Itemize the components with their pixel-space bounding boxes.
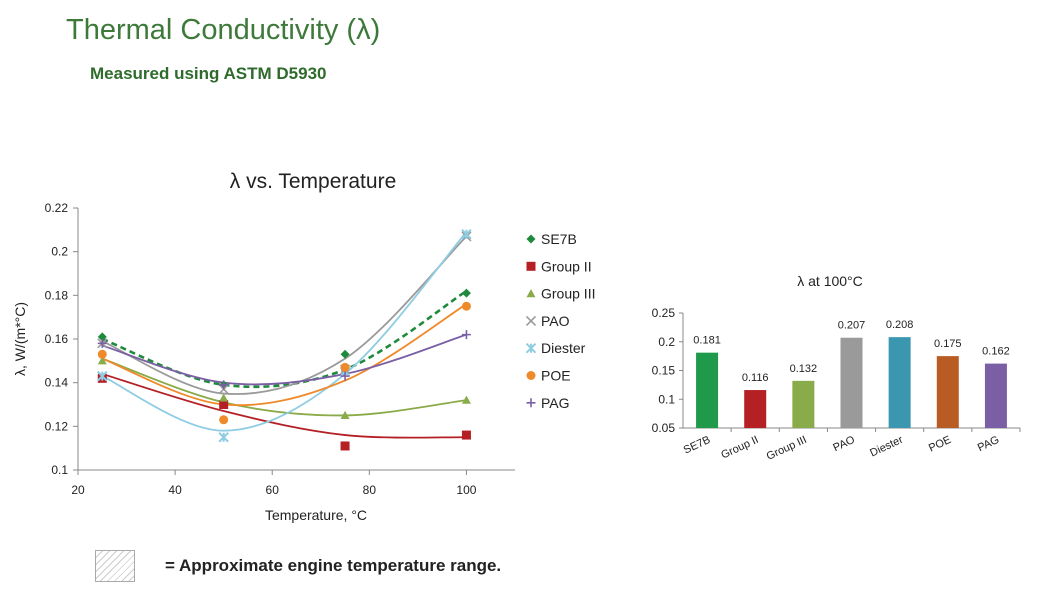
fit-line-diester [101, 231, 468, 432]
y-tick-label: 0.18 [45, 288, 69, 302]
point-group-iii [461, 395, 471, 404]
bar-value-label: 0.181 [693, 335, 721, 347]
fit-line-group-ii [102, 373, 467, 439]
bar-y-tick-label: 0.05 [652, 421, 676, 435]
legend-label-pag: PAG [541, 395, 570, 411]
legend-label-poe: POE [541, 368, 571, 384]
point-diester [218, 432, 229, 443]
y-tick-label: 0.2 [51, 245, 68, 259]
bar-category-label: POE [927, 434, 953, 455]
fit-line-poe [101, 303, 467, 407]
bar-y-tick-label: 0.2 [658, 335, 675, 349]
legend-marker-poe [526, 371, 536, 380]
legend-label-group-iii: Group III [541, 286, 595, 302]
bar-group-ii [744, 390, 767, 428]
scatter-title: λ vs. Temperature [230, 170, 397, 193]
y-tick-label: 0.1 [51, 463, 68, 477]
bar-category-label: SE7B [682, 434, 713, 457]
fit-line-group-iii [101, 357, 467, 417]
legend-label-group-ii: Group II [541, 258, 592, 274]
bar-value-label: 0.175 [934, 338, 962, 350]
point-diester [97, 370, 108, 382]
bar-category-label: Group III [765, 434, 809, 463]
bar-pag [984, 363, 1007, 428]
point-group-iii [97, 356, 107, 365]
bar-category-label: PAG [976, 434, 1001, 454]
x-tick-label: 60 [266, 483, 280, 497]
point-pag [97, 338, 107, 348]
point-se7b [340, 349, 350, 359]
bar-category-label: PAO [831, 434, 857, 455]
bar-category-label: Diester [868, 434, 905, 460]
bar-se7b [696, 352, 719, 428]
legend-marker-pao [525, 315, 537, 326]
bar-value-label: 0.162 [982, 346, 1010, 358]
point-group-ii [340, 441, 350, 451]
point-group-iii [219, 393, 229, 402]
point-group-ii [219, 400, 229, 409]
bar-category-label: Group II [719, 434, 760, 462]
point-group-ii [461, 430, 471, 440]
bar-value-label: 0.208 [886, 319, 914, 331]
bar-poe [936, 356, 959, 428]
y-tick-label: 0.12 [45, 419, 69, 433]
point-group-iii [340, 410, 350, 420]
bar-y-tick-label: 0.15 [652, 364, 676, 378]
bar-value-label: 0.132 [790, 363, 818, 375]
x-axis-label: Temperature, °C [265, 507, 367, 523]
point-pag [219, 380, 229, 390]
point-pag [461, 330, 471, 340]
fit-line-se7b [101, 289, 468, 389]
x-tick-label: 100 [456, 483, 476, 497]
bar-y-tick-label: 0.25 [652, 306, 676, 320]
engine-range-note: = Approximate engine temperature range. [95, 550, 501, 582]
legend-marker-group-ii [526, 261, 536, 271]
bar-pao [840, 337, 863, 428]
legend-marker-pag [526, 398, 536, 408]
bar-title: λ at 100°C [797, 273, 863, 289]
legend-marker-group-iii [526, 289, 536, 298]
bar-value-label: 0.116 [742, 372, 769, 384]
y-tick-label: 0.14 [45, 376, 69, 390]
legend-label-se7b: SE7B [541, 231, 577, 247]
note-text: = Approximate engine temperature range. [165, 556, 502, 575]
page-title: Thermal Conductivity (λ) [66, 14, 381, 46]
bar-y-tick-label: 0.1 [658, 392, 675, 406]
bar-group-iii [792, 380, 815, 428]
fit-line-pag [102, 333, 467, 386]
y-axis-label: λ, W/(m*°C) [12, 302, 28, 376]
point-pag [340, 371, 350, 381]
legend-label-pao: PAO [541, 313, 570, 329]
y-tick-label: 0.22 [45, 201, 69, 215]
point-poe [340, 362, 350, 372]
bar-diester [888, 337, 911, 428]
bar-value-label: 0.207 [838, 320, 866, 332]
hatch-swatch [95, 550, 135, 582]
x-tick-label: 20 [71, 483, 85, 497]
legend-label-diester: Diester [541, 340, 586, 356]
page-subtitle: Measured using ASTM D5930 [90, 64, 327, 83]
point-poe [461, 301, 471, 311]
fit-line-pao [101, 235, 468, 395]
point-diester [461, 228, 472, 240]
legend-marker-se7b [526, 234, 536, 244]
y-tick-label: 0.16 [45, 332, 69, 346]
point-poe [219, 415, 229, 425]
point-poe [97, 349, 107, 359]
point-se7b [97, 332, 107, 342]
point-se7b [461, 288, 471, 298]
legend-marker-diester [525, 342, 537, 354]
x-tick-label: 40 [168, 483, 182, 497]
x-tick-label: 80 [363, 483, 377, 497]
